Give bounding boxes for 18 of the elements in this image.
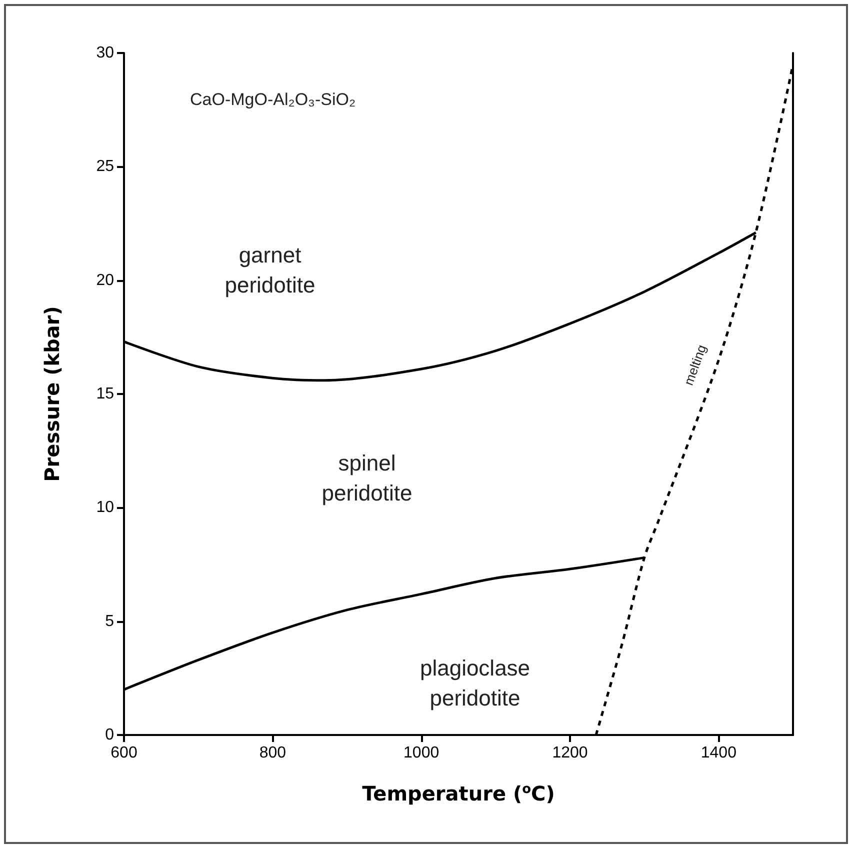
y-tick-label: 20 (96, 272, 114, 289)
x-tick-label: 1200 (552, 744, 588, 762)
x-tick-label: 600 (110, 744, 138, 762)
y-tick-label: 5 (105, 612, 114, 630)
annotation: garnet peridotite (224, 242, 316, 298)
y-axis-title: Pressure (kbar) (40, 306, 64, 482)
annotation: melting (680, 342, 710, 388)
annotation: plagioclase peridotite (420, 656, 530, 710)
x-tick-label: 1400 (700, 744, 737, 762)
y-tick-label: 0 (105, 726, 114, 744)
y-tick-label: 10 (96, 499, 114, 516)
y-tick-label: 30 (96, 44, 114, 62)
text: CaO-MgO-Al₂O₃-SiO₂ (190, 90, 356, 109)
y-tick-label: 15 (96, 386, 114, 402)
annotation: spinel peridotite (322, 450, 412, 506)
x-tick-label: 1000 (404, 744, 440, 762)
y-tick-label: 25 (96, 158, 114, 176)
x-tick-label: 800 (259, 744, 286, 762)
